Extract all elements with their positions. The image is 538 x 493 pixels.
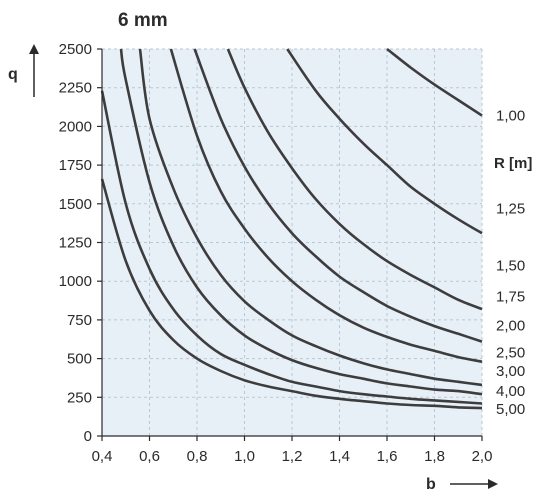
curve-r-2-50: [138, 48, 483, 387]
y-tick-label: 750: [67, 312, 92, 329]
x-tick-label: 1,0: [234, 448, 255, 465]
y-tick-label: 2500: [59, 41, 92, 58]
y-tick-label: 250: [67, 389, 92, 406]
r-value-label: 3,00: [496, 363, 525, 380]
r-value-label: 4,00: [496, 383, 525, 400]
r-value-label: 1,00: [496, 108, 525, 125]
r-value-label: 1,25: [496, 200, 525, 217]
curve-r-3-00: [119, 48, 483, 396]
curves: [100, 47, 483, 410]
curve-r-1-75: [193, 48, 483, 343]
curve-r-1-00: [386, 47, 483, 117]
x-tick-label: 0,8: [187, 448, 208, 465]
x-tick-label: 1,2: [282, 448, 303, 465]
grid: [102, 48, 483, 436]
chart-title: 6 mm: [118, 10, 168, 31]
r-value-label: 1,50: [496, 258, 525, 275]
y-tick-label: 2250: [59, 80, 92, 97]
r-value-label: 1,75: [496, 289, 525, 306]
curve-r-1-50: [226, 48, 483, 311]
y-tick-labels: 0 250 500 750 1000 1250 1500 1750 2000 2250 2500: [59, 41, 102, 445]
r-value-label: 2,00: [496, 317, 525, 334]
r-value-labels: 1,00 1,25 1,50 1,75 2,00 2,50 3,00 4,005,00: [496, 108, 525, 418]
curve-r-1-25: [286, 48, 483, 235]
x-axis-arrow: [450, 479, 498, 489]
legend-title: R [m]: [494, 155, 532, 172]
curve-r-2-00: [169, 48, 483, 363]
r-value-label: 2,50: [496, 344, 525, 361]
x-tick-labels: 0,4 0,6 0,8 1,0 1,2 1,4 1,6 1,8 2,0: [92, 436, 493, 465]
curve-r-4-00: [100, 90, 483, 405]
y-tick-label: 1000: [59, 273, 92, 290]
x-tick-label: 0,4: [92, 448, 113, 465]
x-axis-label: b: [426, 476, 436, 493]
x-tick-label: 1,8: [424, 448, 445, 465]
x-tick-label: 1,4: [329, 448, 350, 465]
y-tick-label: 0: [84, 428, 92, 445]
y-axis-label: q: [8, 66, 18, 83]
y-tick-label: 1250: [59, 235, 92, 252]
y-axis-arrow: [29, 44, 39, 97]
y-tick-label: 500: [67, 351, 92, 368]
x-tick-label: 1,6: [377, 448, 398, 465]
y-tick-label: 1500: [59, 196, 92, 213]
r-value-label: 5,00: [496, 401, 525, 418]
curve-r-5-00: [100, 178, 483, 410]
y-tick-label: 1750: [59, 157, 92, 174]
x-tick-label: 2,0: [472, 448, 493, 465]
x-tick-label: 0,6: [139, 448, 160, 465]
y-tick-label: 2000: [59, 118, 92, 135]
